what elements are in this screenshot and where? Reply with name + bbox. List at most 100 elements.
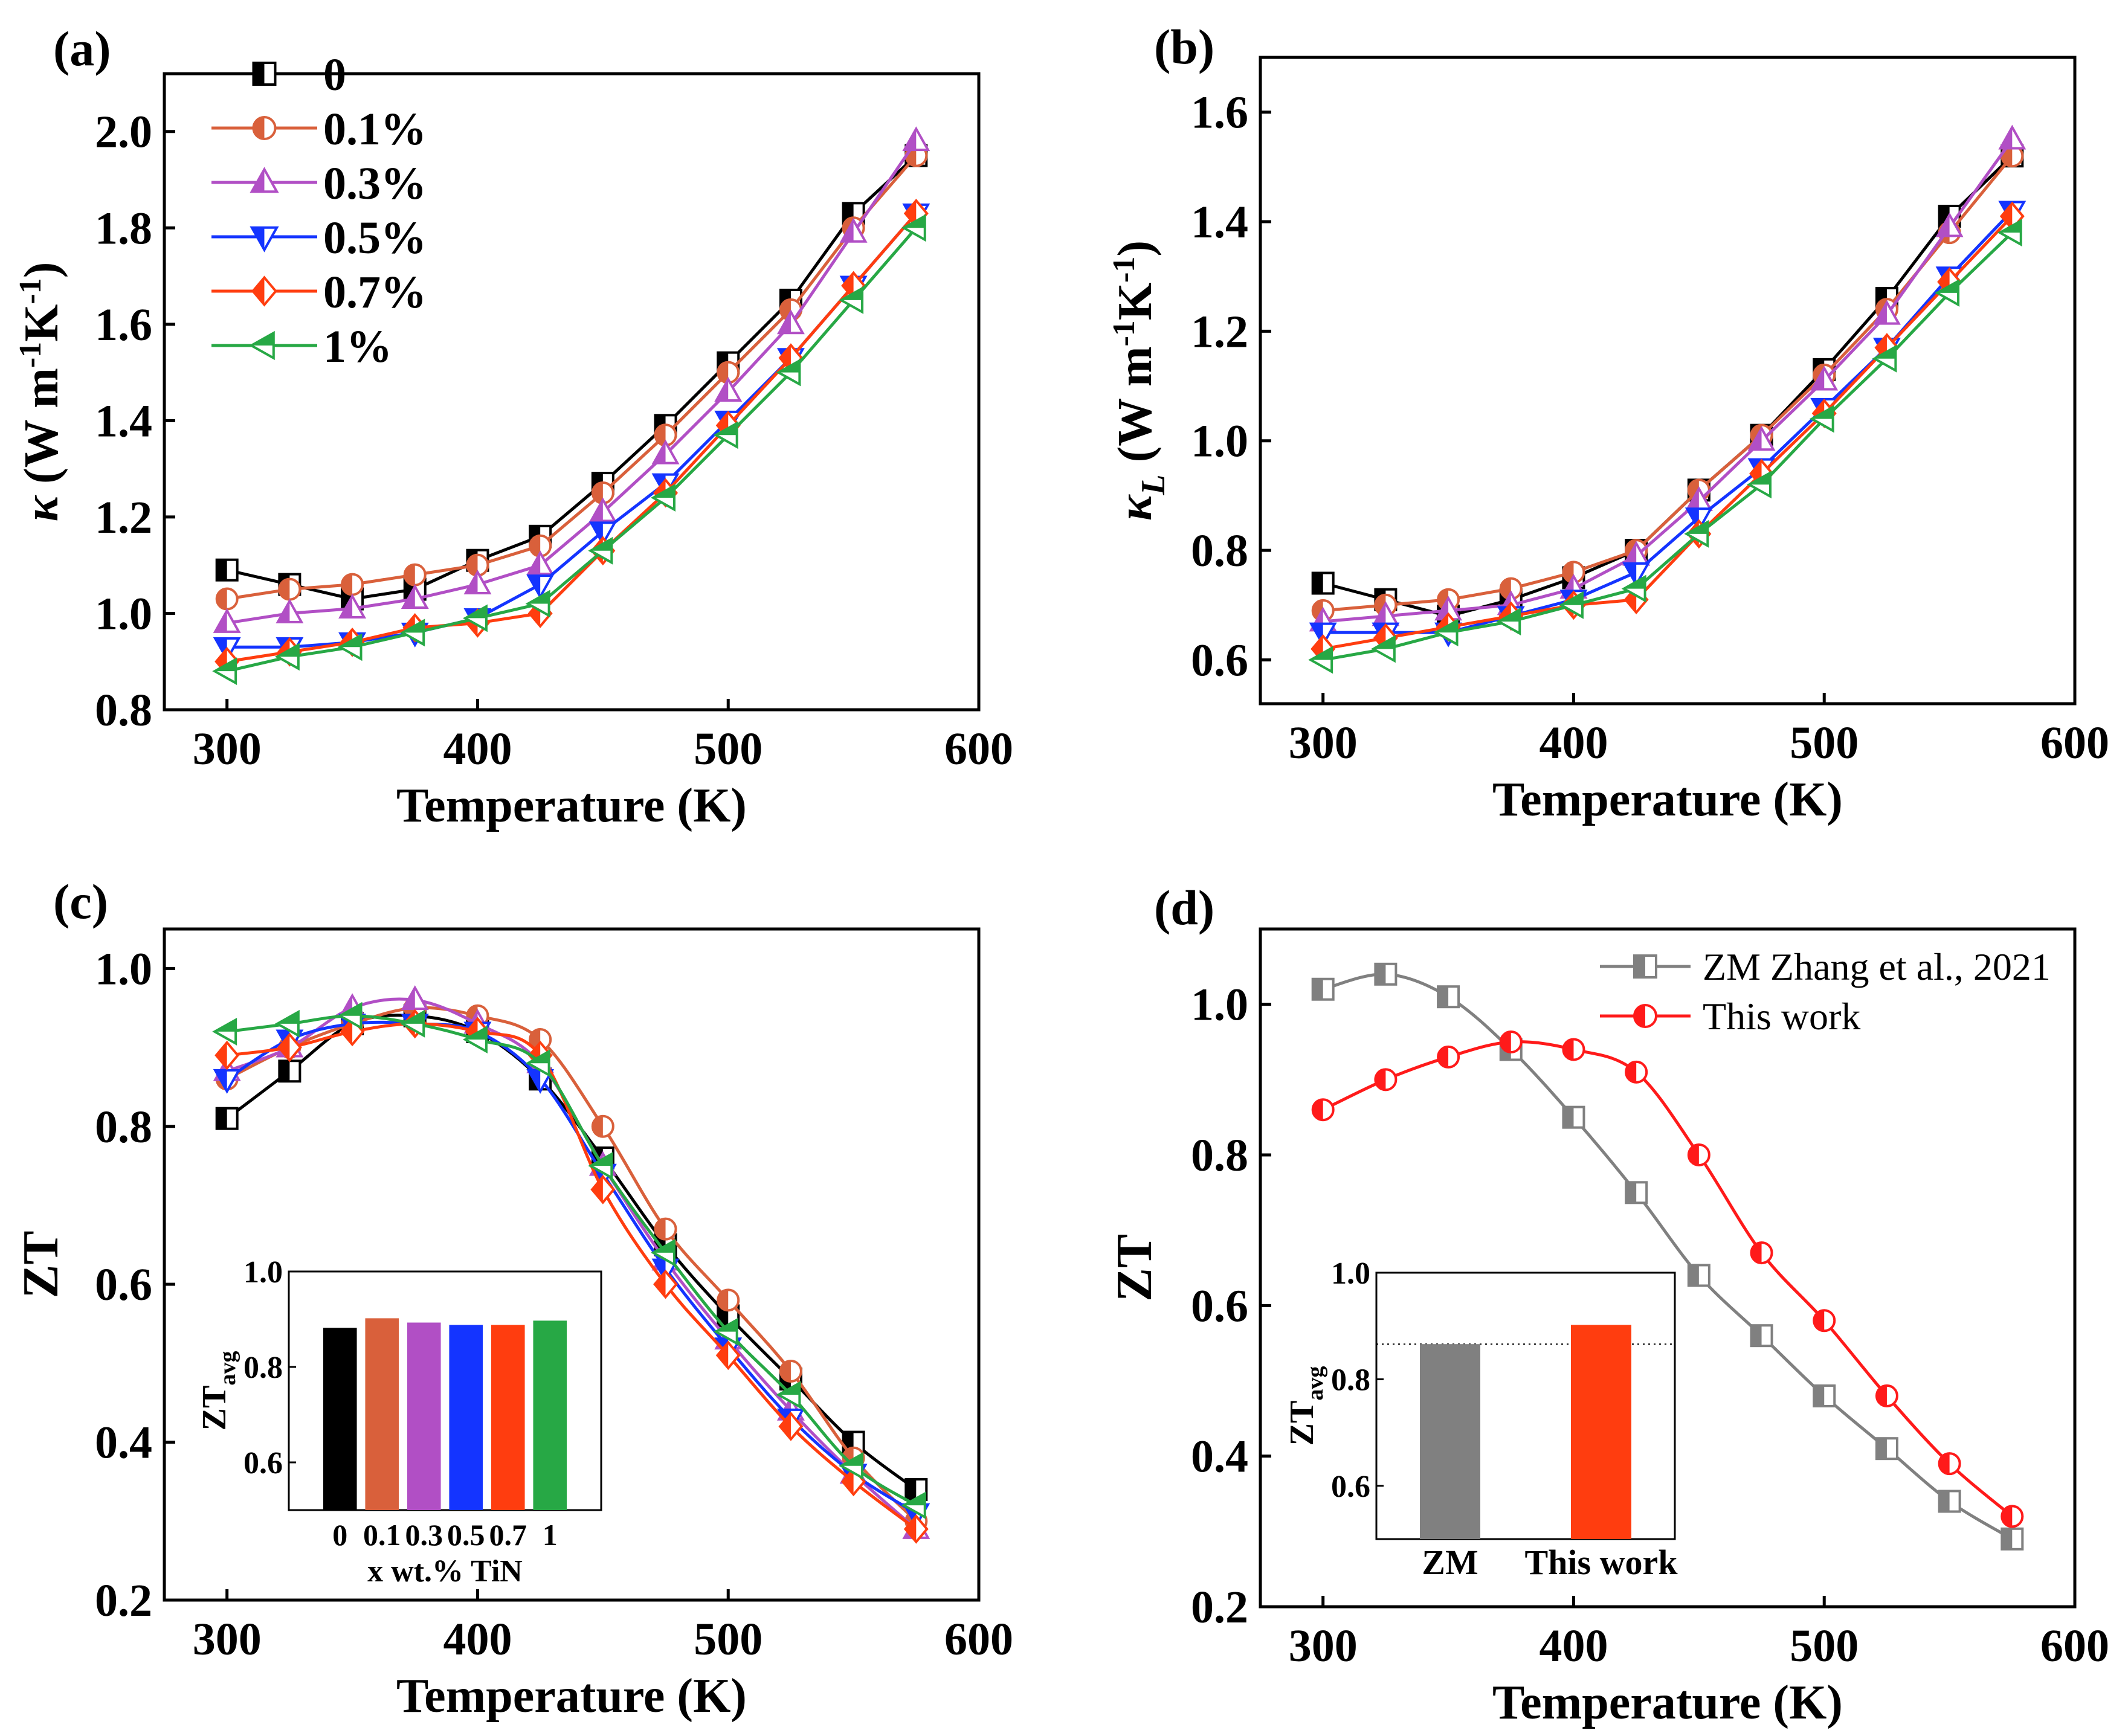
series-line-b-5 [1323, 231, 2014, 661]
y-axis-label: ZT [1106, 1234, 1162, 1302]
data-point-a-5-fill [653, 486, 674, 498]
y-label-unit: (W m [1109, 347, 1162, 475]
data-point-a-3-fill [591, 522, 603, 544]
inset-bar-4 [491, 1325, 525, 1510]
y-tick-label: 1.4 [95, 396, 152, 446]
panel-label-c: (c) [53, 874, 108, 929]
data-point-a-2-fill [904, 129, 917, 150]
data-point-d-0-fill [1438, 986, 1449, 1008]
inset-y-tick-label: 0.8 [1331, 1363, 1370, 1397]
x-tick-label: 500 [694, 724, 763, 774]
data-point-b-5-fill [1749, 472, 1770, 485]
data-point-c-4-fill [216, 1042, 227, 1069]
y-tick-label: 0.4 [95, 1418, 152, 1468]
data-point-d-1-fill [1814, 1310, 1825, 1331]
y-tick-label: 0.8 [95, 685, 152, 736]
legend-label: 0.1% [323, 104, 427, 155]
panel-label-d: (d) [1154, 880, 1214, 935]
y-tick-label: 1.8 [95, 203, 152, 254]
y-tick-label: 1.2 [95, 492, 152, 543]
inset-d: 0.6 0.8 1.0 ZM This work ZTavg [1283, 1256, 1678, 1582]
data-point-a-2-fill [528, 553, 541, 574]
data-point-a-2-fill [779, 312, 791, 333]
data-point-a-3-fill [528, 576, 541, 597]
data-point-c-0-fill [279, 1061, 290, 1082]
x-tick-label: 500 [1790, 1621, 1859, 1671]
x-tick-label: 600 [944, 724, 1013, 774]
inset-category-label: 0.3 [405, 1518, 443, 1552]
data-point-b-2-fill [1373, 603, 1386, 625]
data-point-b-0-fill [1312, 573, 1323, 594]
data-point-a-2-fill [277, 601, 290, 622]
inset-category-label: 0.1 [363, 1518, 401, 1552]
y-tick-label: 1.0 [1191, 980, 1248, 1030]
legend-marker-fill [251, 169, 265, 192]
plot-frame-b [1259, 56, 2077, 706]
y-tick-label: 0.2 [95, 1575, 152, 1626]
inset-x-axis-label: x wt.% TiN [367, 1554, 523, 1589]
data-point-c-5-fill [590, 1154, 612, 1166]
data-point-a-2-fill [465, 572, 478, 594]
data-point-c-1-fill [718, 1290, 729, 1311]
inset-y-axis-label: ZTavg [1283, 1366, 1328, 1446]
data-point-d-0-fill [1688, 1265, 1699, 1286]
data-point-c-5-fill [402, 1012, 424, 1024]
data-point-c-1-fill [780, 1360, 791, 1381]
data-point-a-2-fill [403, 587, 415, 608]
data-point-a-1-fill [655, 425, 666, 446]
y-tick-label: 0.6 [1191, 1281, 1248, 1331]
data-point-a-1-fill [342, 574, 353, 595]
data-point-d-1-fill [1563, 1039, 1574, 1060]
panel-a: (a) 300 400 500 600 0.8 1.0 1.2 1.4 1.6 1.8 2.0 Temp… [13, 21, 1013, 832]
data-point-a-4-fill [905, 201, 917, 227]
y-tick-label: 1.0 [1191, 416, 1248, 467]
data-point-d-0-fill [1939, 1491, 1950, 1512]
y-tick-label: 2.0 [95, 107, 152, 158]
data-point-a-2-fill [716, 379, 729, 400]
inset-bar-1 [365, 1318, 399, 1510]
inset-y-label-sub: avg [215, 1351, 240, 1386]
data-point-a-2-fill [215, 611, 227, 632]
data-point-c-3-fill [215, 1070, 227, 1091]
data-point-c-5-fill [465, 1027, 486, 1040]
data-point-d-1-fill [1312, 1099, 1323, 1120]
data-point-c-5-fill [527, 1051, 549, 1064]
y-tick-label: 1.0 [95, 944, 152, 994]
x-tick-label: 300 [1289, 718, 1358, 768]
series-line-b-2 [1323, 138, 2014, 623]
inset-category-label: 1 [543, 1518, 558, 1552]
data-point-a-1-fill [530, 535, 541, 556]
data-point-b-2-fill [1812, 368, 1825, 390]
data-point-b-5-fill [1311, 648, 1332, 660]
inset-category-label: ZM [1422, 1543, 1478, 1582]
legend-marker-fill [253, 277, 265, 305]
x-tick-label: 600 [944, 1614, 1013, 1665]
data-point-c-5-fill [715, 1320, 737, 1332]
legend-marker-fill [1634, 956, 1645, 977]
data-point-d-1-fill [1751, 1243, 1762, 1264]
data-point-b-4-fill [2001, 203, 2013, 230]
panel-label-a: (a) [53, 21, 111, 76]
inset-bar-1 [1571, 1325, 1631, 1539]
data-point-a-1-fill [216, 588, 227, 609]
y-label-sup: -1 [13, 342, 48, 368]
data-point-b-3-fill [1624, 563, 1637, 585]
data-point-c-5-fill [841, 1454, 863, 1466]
legend-label: 0 [323, 50, 346, 100]
panel-c: (c) 300 400 500 600 0.2 0.4 0.6 0.8 1.0 Temperatur… [13, 874, 1013, 1723]
y-label-sub: L [1135, 474, 1172, 495]
data-point-b-2-fill [2000, 127, 2013, 149]
y-tick-label: 0.8 [95, 1102, 152, 1153]
data-point-c-5-fill [340, 1004, 361, 1016]
legend-label: 1% [323, 321, 392, 372]
data-point-d-1-fill [1626, 1061, 1637, 1082]
y-label-symbol: κ [1109, 494, 1162, 521]
data-point-c-4-fill [341, 1018, 353, 1045]
y-tick-label: 1.2 [1191, 306, 1248, 357]
y-tick-label: 1.0 [95, 588, 152, 639]
data-point-c-1-fill [655, 1218, 666, 1239]
legend-label: 0.3% [323, 158, 427, 209]
data-point-c-5-fill [778, 1383, 800, 1395]
inset-category-label: This work [1524, 1543, 1678, 1582]
x-tick-label: 400 [443, 1614, 512, 1665]
